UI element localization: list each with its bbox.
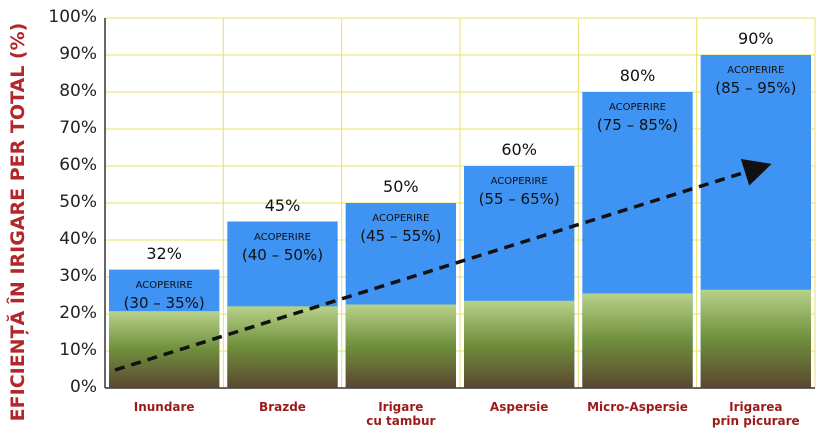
value-label: 50% xyxy=(383,177,419,196)
x-tick-label: Inundare xyxy=(133,400,195,414)
y-tick-label: 70% xyxy=(59,118,97,138)
value-label: 32% xyxy=(146,243,182,263)
annotation-title: ACOPERIRE xyxy=(372,213,430,224)
y-tick-label: 50% xyxy=(59,192,97,212)
y-tick-label: 80% xyxy=(59,81,97,101)
y-tick-label: 20% xyxy=(59,303,97,323)
annotation-range: (55 – 65%) xyxy=(478,190,560,208)
bar-photo xyxy=(464,300,575,388)
annotation-range: (75 – 85%) xyxy=(596,116,679,134)
annotation-range: (30 – 35%) xyxy=(123,293,205,312)
bar-photo xyxy=(582,293,693,388)
x-tick-label: Micro-Aspersie xyxy=(587,400,688,414)
bar-photo xyxy=(700,289,811,388)
annotation-title: ACOPERIRE xyxy=(135,279,193,291)
annotation-range: (40 – 50%) xyxy=(241,245,324,264)
y-axis-label: EFICIENȚĂ ÎN IRIGARE PER TOTAL (%) xyxy=(7,22,29,422)
y-tick-label: 40% xyxy=(59,229,97,249)
bar-photo xyxy=(109,311,220,388)
trend-arrow xyxy=(114,158,772,372)
y-tick-label: 0% xyxy=(70,377,97,397)
value-label: 60% xyxy=(501,140,537,159)
annotation-title: ACOPERIRE xyxy=(490,176,548,187)
value-label: 90% xyxy=(738,29,774,48)
annotation-title: ACOPERIRE xyxy=(253,231,311,243)
value-label: 45% xyxy=(264,195,301,215)
y-tick-label: 60% xyxy=(59,155,97,175)
annotation-range: (45 – 55%) xyxy=(360,227,442,245)
y-tick-label: 10% xyxy=(59,340,97,360)
x-tick-label: Irigare cu tambur xyxy=(366,400,436,428)
bar-photo xyxy=(227,306,338,388)
y-tick-label: 90% xyxy=(59,44,97,64)
x-tick-label: Brazde xyxy=(259,400,306,414)
annotation-range: (85 – 95%) xyxy=(715,79,797,97)
bar-photo xyxy=(345,304,456,388)
x-tick-label: Aspersie xyxy=(489,400,549,414)
value-label: 80% xyxy=(619,66,656,85)
annotation-title: ACOPERIRE xyxy=(608,102,666,113)
y-tick-label: 100% xyxy=(48,7,97,27)
x-tick-label: Irigarea prin picurare xyxy=(711,400,800,428)
y-tick-label: 30% xyxy=(59,266,97,286)
annotation-title: ACOPERIRE xyxy=(727,65,785,76)
